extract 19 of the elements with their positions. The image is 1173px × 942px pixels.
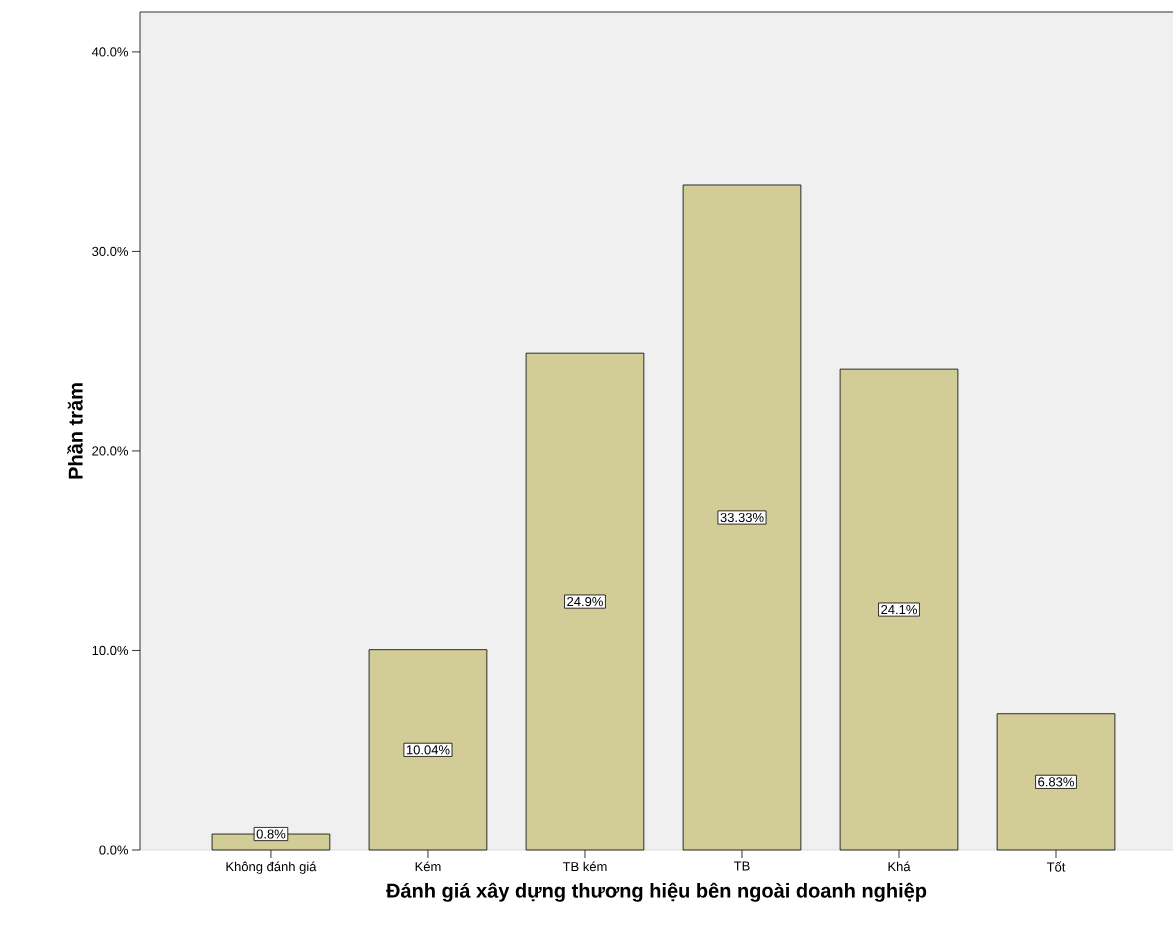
y-axis-title: Phần trăm	[67, 383, 83, 479]
data-label: 0.8%	[256, 829, 286, 839]
y-tick-label: 20.0%	[92, 446, 129, 456]
x-tick-label: TB	[733, 861, 750, 871]
data-label: 6.83%	[1038, 777, 1074, 787]
y-tick-label: 40.0%	[91, 47, 129, 57]
data-label: 33.33%	[720, 512, 764, 523]
x-tick-label: TB kém	[562, 861, 607, 872]
x-tick-label: Kém	[415, 861, 441, 872]
y-tick-label: 0.0%	[99, 845, 129, 855]
data-label: 24.1%	[881, 604, 917, 615]
x-tick-label: Khá	[888, 861, 911, 872]
y-tick-label: 30.0%	[92, 246, 129, 257]
x-axis-title: Đánh giá xây dựng thương hiệu bên ngoài doanh nghiệp	[386, 882, 927, 902]
x-tick-label: Không đánh giá	[226, 861, 317, 874]
data-label: 10.04%	[406, 745, 450, 755]
y-tick-label: 10.0%	[92, 645, 129, 656]
data-label: 24.9%	[567, 596, 603, 607]
x-tick-label: Tốt	[1046, 861, 1066, 872]
